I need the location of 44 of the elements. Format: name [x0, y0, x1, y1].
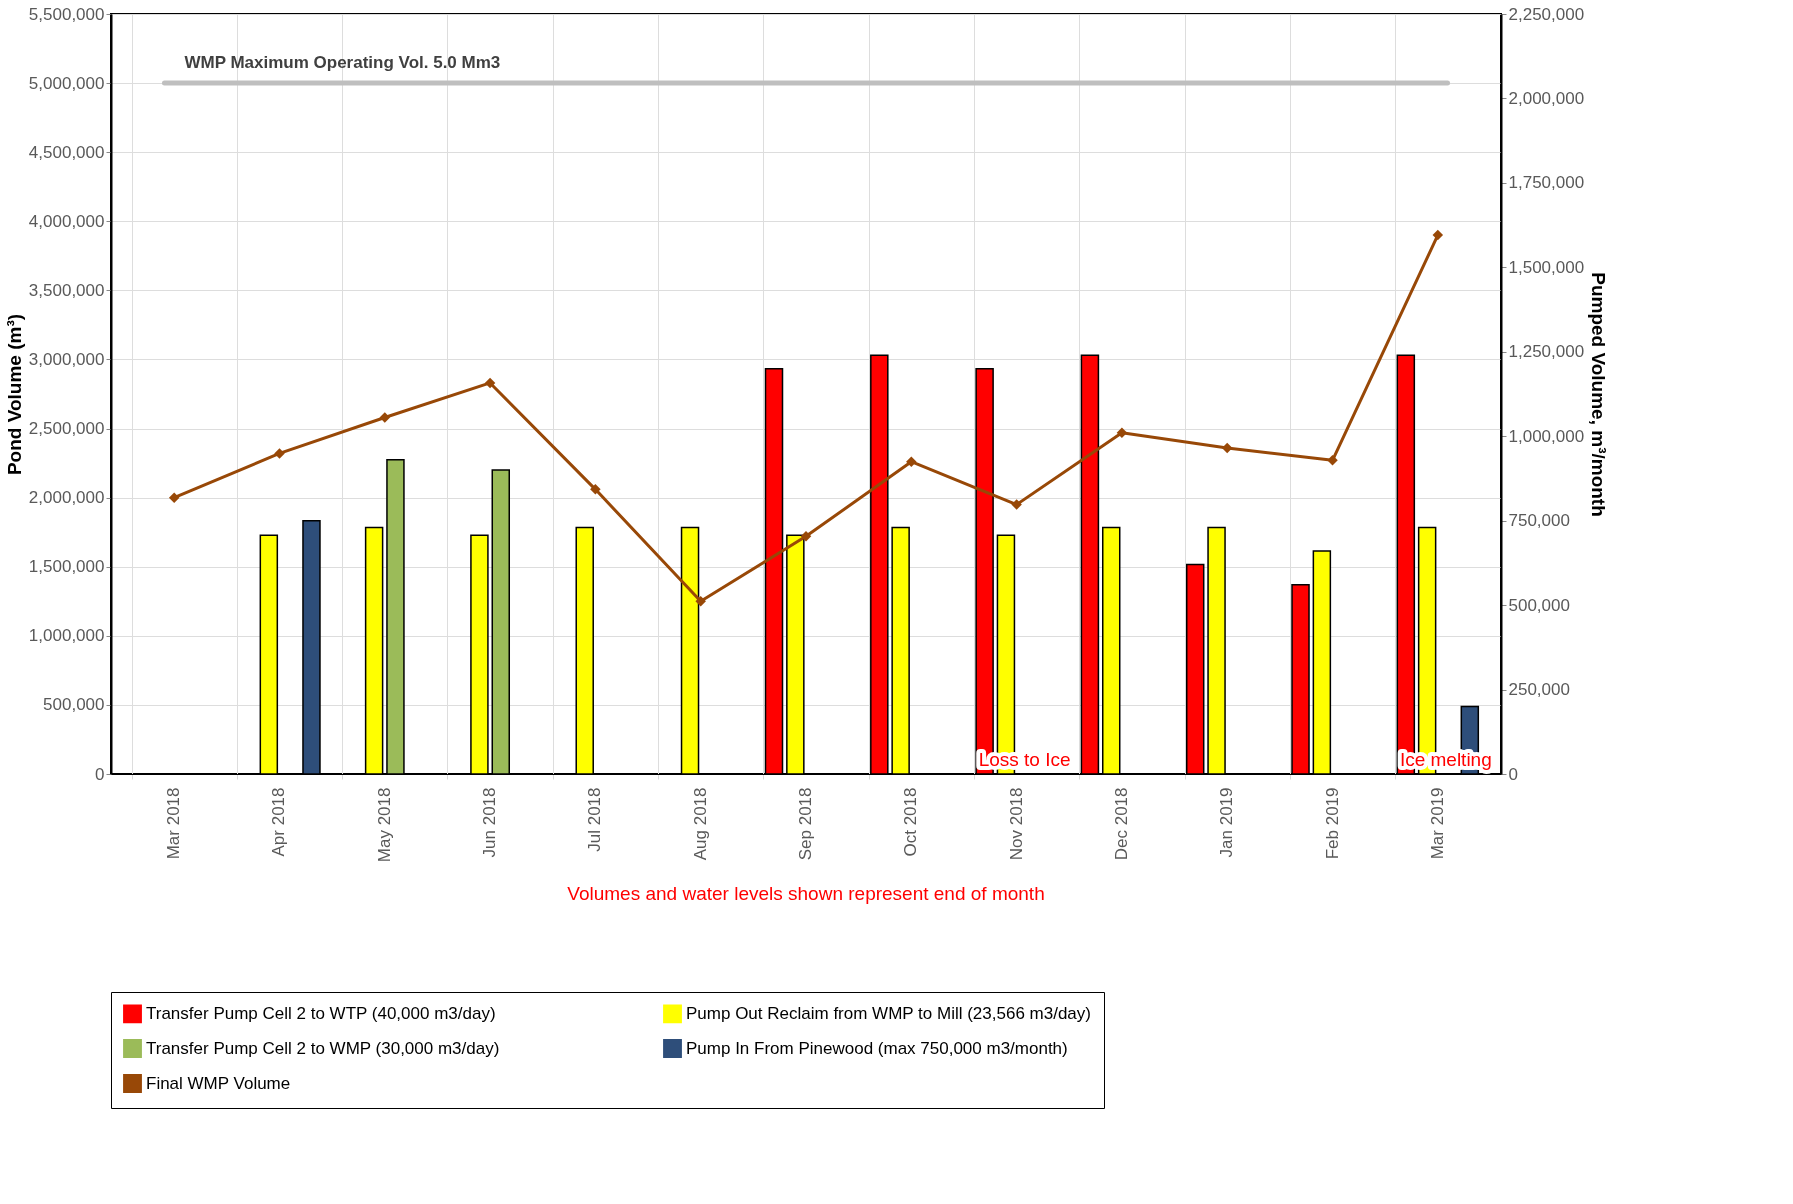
- y2-tick-label: 1,000,000: [1508, 426, 1585, 446]
- y-tick-label: 2,000,000: [28, 488, 105, 508]
- legend-label: Pump In From Pinewood (max 750,000 m3/month): [686, 1038, 1068, 1058]
- y-tick-label: 2,500,000: [28, 419, 105, 439]
- y-tick-label: 4,500,000: [28, 142, 105, 162]
- y-tick-label: 1,500,000: [28, 557, 105, 577]
- y-tick-label: 500,000: [43, 695, 105, 715]
- y2-tick-label: 250,000: [1508, 680, 1570, 700]
- y2-tick-label: 500,000: [1508, 595, 1570, 615]
- x-tick-label: Aug 2018: [690, 787, 710, 861]
- legend-label: Final WMP Volume: [146, 1073, 291, 1093]
- x-tick-label: Jun 2018: [480, 787, 500, 858]
- x-tick-label: Apr 2018: [269, 787, 289, 857]
- y2-tick-label: 1,750,000: [1508, 173, 1585, 193]
- y-axis-title: Pond Volume (m³): [3, 313, 25, 476]
- text: Volumes and water levels shown represent end of month: [567, 883, 1045, 904]
- y2-tick-label: 750,000: [1508, 511, 1570, 531]
- y-tick-label: 4,000,000: [28, 211, 105, 231]
- y2-tick-label: 2,000,000: [1508, 88, 1585, 108]
- y2-tick-label: 2,250,000: [1508, 4, 1585, 24]
- y-tick-label: 3,500,000: [28, 280, 105, 300]
- y-tick-label: 0: [95, 764, 105, 784]
- y-tick-label: 5,500,000: [28, 4, 105, 24]
- legend-label: Transfer Pump Cell 2 to WMP (30,000 m3/day): [146, 1038, 500, 1058]
- y-tick-label: 3,000,000: [28, 349, 105, 369]
- ref-line-label: WMP Maximum Operating Vol. 5.0 Mm3: [184, 53, 501, 73]
- x-tick-label: Jan 2019: [1217, 787, 1237, 858]
- legend-label: Pump Out Reclaim from WMP to Mill (23,566 m3/day): [686, 1003, 1091, 1023]
- x-tick-label: Sep 2018: [796, 787, 815, 861]
- y-tick-label: 5,000,000: [28, 73, 105, 93]
- x-tick-label: Feb 2019: [1322, 787, 1342, 860]
- x-tick-label: Mar 2019: [1427, 787, 1447, 860]
- x-tick-label: May 2018: [374, 787, 394, 863]
- legend-label: Transfer Pump Cell 2 to WTP (40,000 m3/day): [146, 1003, 496, 1023]
- y-tick-label: 1,000,000: [28, 626, 105, 646]
- x-tick-label: Nov 2018: [1006, 787, 1026, 861]
- x-tick-label: Jul 2018: [585, 787, 605, 852]
- y2-axis-title: Pumped Volume, m³/month: [1588, 272, 1610, 517]
- x-tick-label: Mar 2018: [164, 787, 184, 860]
- x-tick-label: Oct 2018: [901, 787, 921, 857]
- y2-tick-label: 1,250,000: [1508, 342, 1585, 362]
- x-tick-label: Dec 2018: [1111, 787, 1131, 861]
- y2-tick-label: 1,500,000: [1508, 257, 1585, 277]
- y2-tick-label: 0: [1508, 764, 1518, 784]
